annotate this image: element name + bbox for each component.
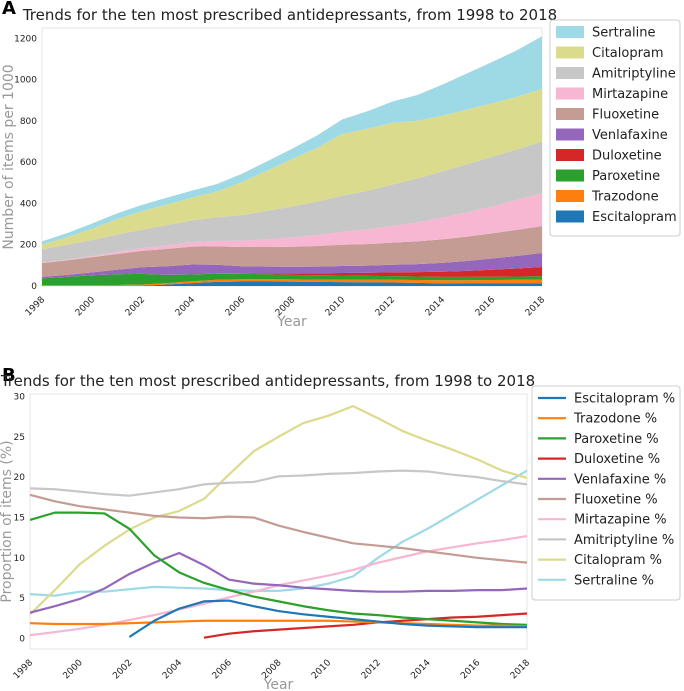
legend-swatch-citalopram bbox=[556, 46, 584, 59]
legend-label-citalopram: Citalopram bbox=[592, 46, 664, 61]
panel-label: A bbox=[2, 0, 16, 19]
legend-label-trazodone: Trazodone bbox=[591, 190, 659, 205]
x-tick-label: 2018 bbox=[524, 295, 547, 318]
legend-label-escitalopram: Escitalopram % bbox=[574, 392, 675, 407]
line-escitalopram bbox=[128, 599, 527, 638]
y-tick-label: 10 bbox=[14, 554, 26, 564]
x-tick-label: 2012 bbox=[374, 295, 397, 318]
x-tick-label: 2014 bbox=[424, 295, 447, 318]
x-tick-label: 1998 bbox=[24, 295, 47, 318]
x-tick-label: 1998 bbox=[12, 658, 35, 681]
panel-a: A Trends for the ten most prescribed anti… bbox=[1, 0, 681, 330]
line-sertraline bbox=[30, 469, 527, 597]
line-citalopram bbox=[30, 405, 527, 616]
panel-label: B bbox=[2, 365, 16, 386]
plot-series-group bbox=[42, 36, 542, 286]
legend-swatch-duloxetine bbox=[556, 149, 584, 161]
legend-label-venlafaxine: Venlafaxine bbox=[592, 128, 668, 143]
legend-swatch-escitalopram bbox=[556, 210, 584, 223]
line-duloxetine bbox=[203, 612, 527, 639]
legend-swatch-paroxetine bbox=[556, 169, 584, 182]
legend-label-sertraline: Sertraline bbox=[592, 26, 655, 41]
legend-label-paroxetine: Paroxetine bbox=[592, 169, 660, 184]
legend: Escitalopram % Trazodone % Paroxetine % Dul… bbox=[531, 385, 681, 601]
y-tick-label: 1200 bbox=[14, 34, 37, 44]
x-tick-label: 2016 bbox=[459, 658, 482, 681]
x-tick-label: 2014 bbox=[409, 658, 432, 681]
legend-swatch-sertraline bbox=[556, 26, 584, 38]
x-tick-label: 2002 bbox=[124, 295, 147, 318]
legend-label-venlafaxine: Venlafaxine % bbox=[574, 472, 666, 487]
x-tick-label: 2010 bbox=[324, 295, 347, 318]
y-tick-label: 600 bbox=[20, 158, 37, 168]
legend-label-duloxetine: Duloxetine % bbox=[574, 452, 660, 467]
x-tick-label: 2004 bbox=[161, 658, 184, 681]
y-tick-label: 200 bbox=[20, 241, 37, 251]
x-axis-label: Year bbox=[263, 677, 294, 691]
legend-swatch-trazodone bbox=[556, 190, 584, 202]
area-trazodone bbox=[42, 279, 542, 286]
line-amitriptyline bbox=[30, 469, 527, 497]
x-tick-label: 2018 bbox=[509, 658, 532, 681]
legend: Sertraline Citalopram Amitriptyline Mirtaza… bbox=[549, 19, 681, 237]
x-tick-label: 2004 bbox=[174, 295, 197, 318]
legend-label-amitriptyline: Amitriptyline bbox=[592, 67, 676, 82]
area-escitalopram bbox=[42, 281, 542, 286]
x-tick-label: 2006 bbox=[224, 295, 247, 318]
area-duloxetine bbox=[42, 267, 542, 279]
y-tick-label: 15 bbox=[14, 513, 25, 523]
x-tick-label: 2016 bbox=[474, 295, 497, 318]
chart-title: Trends for the ten most prescribed antid… bbox=[0, 372, 535, 390]
legend-label-escitalopram: Escitalopram bbox=[592, 210, 677, 225]
y-tick-label: 0 bbox=[19, 635, 25, 645]
legend-swatch-amitriptyline bbox=[556, 67, 584, 79]
x-tick-label: 2002 bbox=[111, 658, 134, 681]
legend-frame bbox=[531, 385, 681, 601]
x-tick-label: 2006 bbox=[211, 658, 234, 681]
area-amitriptyline bbox=[42, 141, 542, 263]
legend-label-duloxetine: Duloxetine bbox=[592, 149, 662, 164]
y-tick-label: 1000 bbox=[14, 76, 37, 86]
legend-label-trazodone: Trazodone % bbox=[573, 412, 657, 427]
line-fluoxetine bbox=[30, 493, 527, 564]
area-fluoxetine bbox=[42, 226, 542, 277]
area-paroxetine bbox=[42, 273, 542, 286]
area-citalopram bbox=[42, 88, 542, 250]
legend-label-paroxetine: Paroxetine % bbox=[574, 432, 659, 447]
legend-label-amitriptyline: Amitriptyline % bbox=[574, 533, 674, 548]
legend-label-sertraline: Sertraline % bbox=[574, 573, 654, 588]
y-tick-label: 0 bbox=[31, 282, 37, 292]
line-paroxetine bbox=[30, 511, 527, 626]
chart-title: Trends for the ten most prescribed antid… bbox=[22, 6, 557, 24]
x-axis-label: Year bbox=[276, 314, 307, 330]
y-tick-label: 25 bbox=[14, 433, 25, 443]
plot-series-group bbox=[30, 405, 527, 639]
y-axis-label: Number of items per 1000 bbox=[1, 64, 17, 249]
y-axis-label: Proportion of items (%) bbox=[0, 440, 15, 602]
x-tick-label: 2012 bbox=[360, 658, 383, 681]
legend-label-mirtazapine: Mirtazapine bbox=[592, 87, 668, 102]
x-tick-label: 2000 bbox=[74, 295, 97, 318]
area-sertraline bbox=[42, 36, 542, 245]
area-venlafaxine bbox=[42, 252, 542, 279]
line-trazodone bbox=[30, 619, 527, 628]
legend-label-citalopram: Citalopram % bbox=[574, 553, 662, 568]
legend-label-fluoxetine: Fluoxetine % bbox=[574, 493, 658, 508]
legend-swatch-fluoxetine bbox=[556, 108, 584, 120]
line-venlafaxine bbox=[30, 551, 527, 614]
legend-swatch-mirtazapine bbox=[556, 87, 584, 100]
x-tick-label: 2010 bbox=[310, 658, 333, 681]
y-tick-label: 5 bbox=[19, 594, 25, 604]
y-tick-label: 20 bbox=[14, 473, 26, 483]
y-tick-label: 800 bbox=[20, 117, 37, 127]
x-tick-label: 2000 bbox=[62, 658, 85, 681]
legend-label-mirtazapine: Mirtazapine % bbox=[574, 513, 667, 528]
area-mirtazapine bbox=[42, 193, 542, 264]
y-tick-label: 400 bbox=[20, 199, 37, 209]
legend-label-fluoxetine: Fluoxetine bbox=[592, 108, 659, 123]
y-tick-label: 30 bbox=[14, 392, 26, 402]
legend-swatch-venlafaxine bbox=[556, 128, 584, 141]
